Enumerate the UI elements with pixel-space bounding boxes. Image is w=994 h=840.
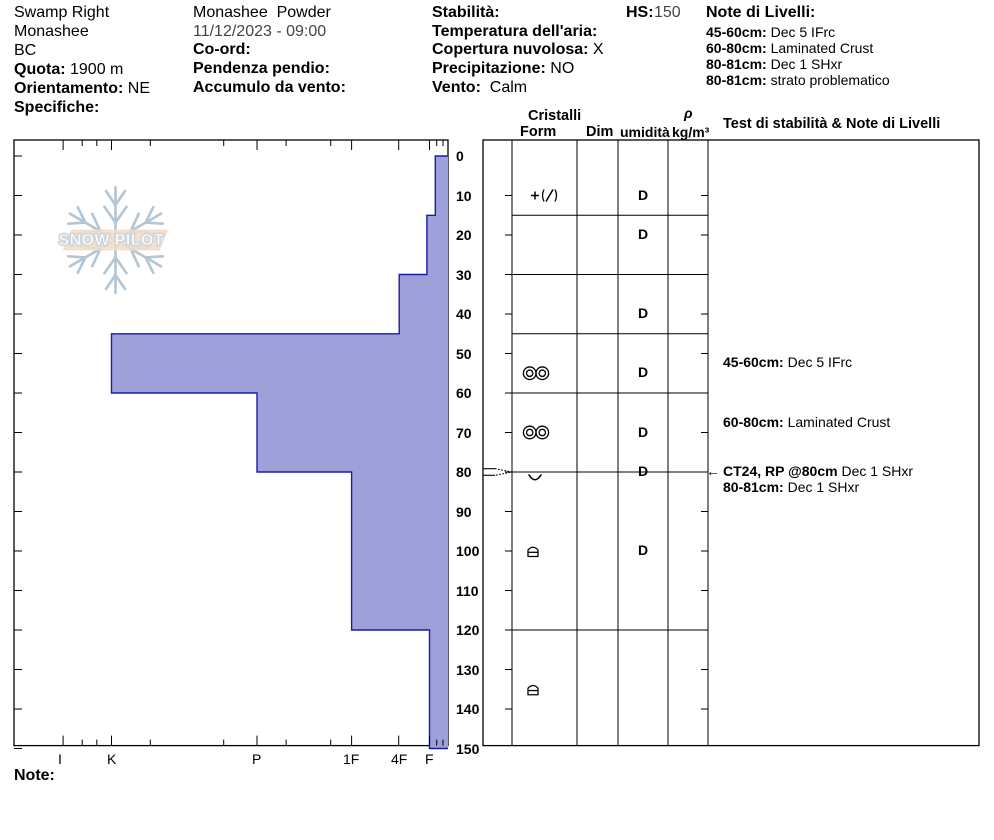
svg-text:SNOW PILOT: SNOW PILOT: [59, 232, 164, 249]
